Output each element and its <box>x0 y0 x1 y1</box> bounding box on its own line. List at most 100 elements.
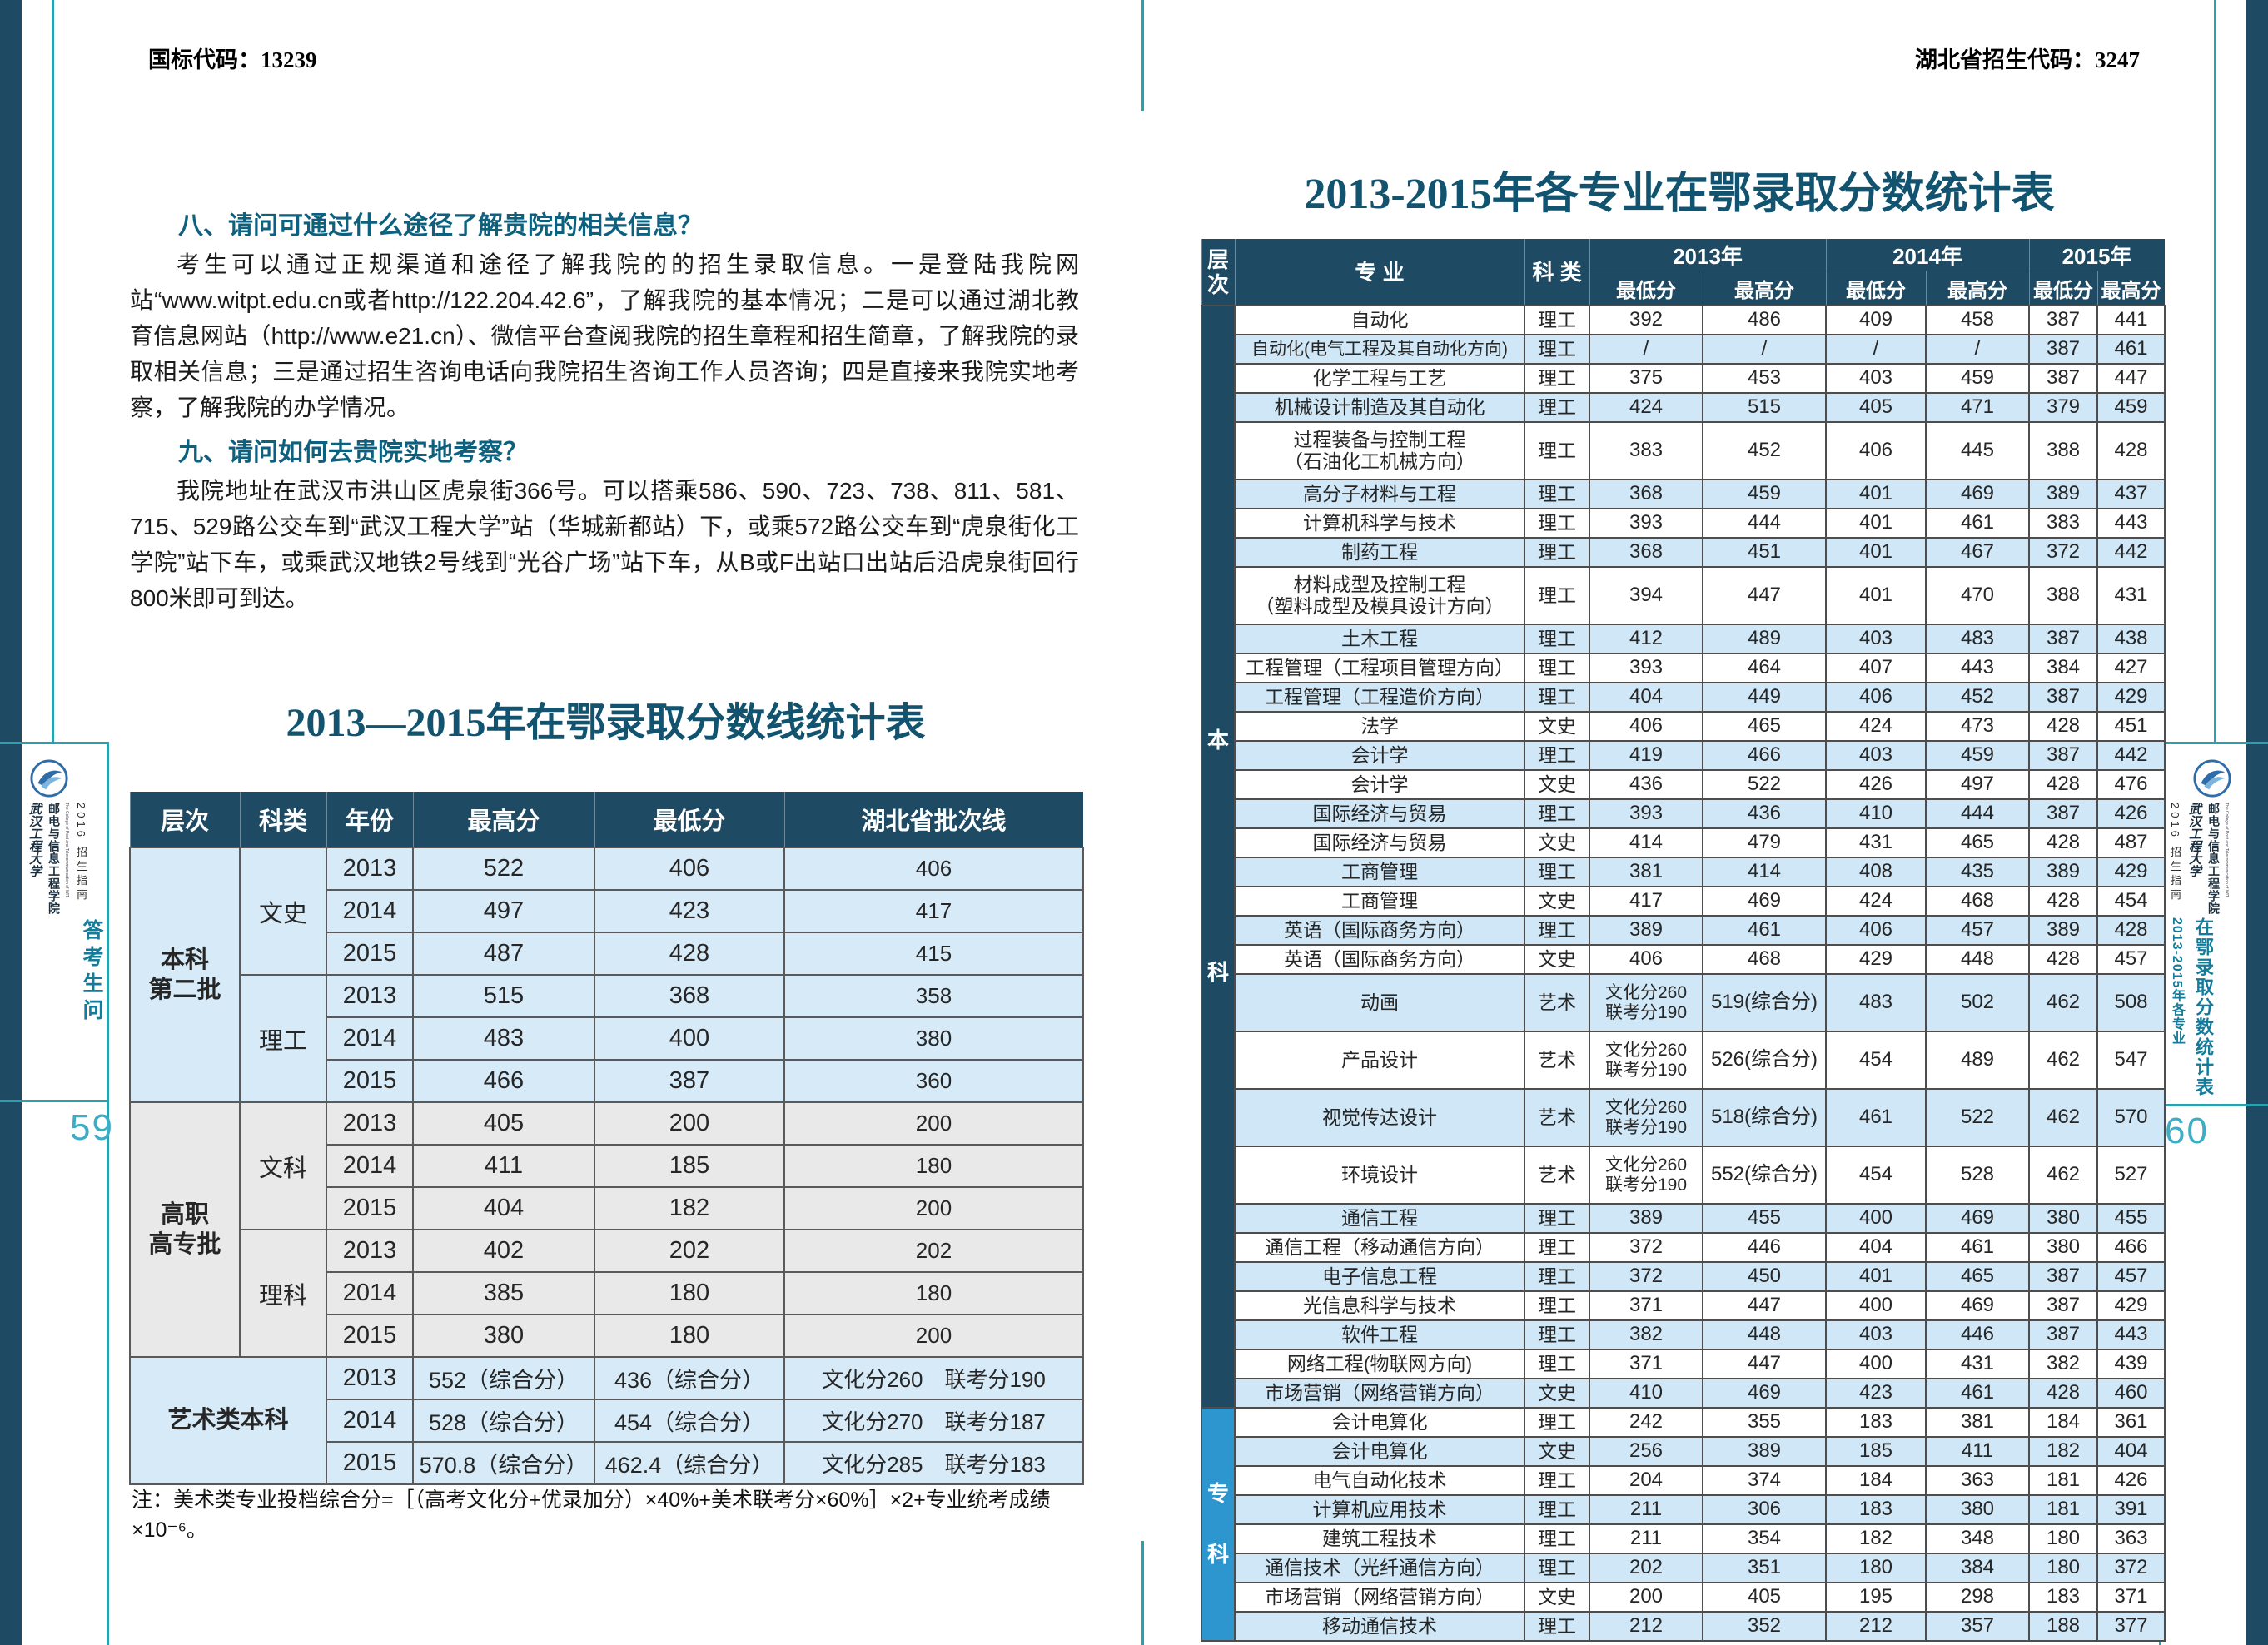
max-score-cell: 497 <box>412 889 595 933</box>
subject-type-cell: 理工 <box>1524 682 1590 713</box>
batch-line-cell: 406 <box>783 847 1084 891</box>
table-head: 层次 科类 年份 最高分 最低分 湖北省批次线 <box>129 791 1084 848</box>
max-score-cell: 448 <box>1702 1319 1827 1350</box>
major-cell: 会计学 <box>1234 740 1525 771</box>
min-score-cell: 204 <box>1589 1465 1703 1496</box>
max-score-cell: 518(综合分) <box>1702 1088 1827 1147</box>
margin-line <box>52 0 54 742</box>
max-score-cell: 447 <box>1702 1349 1827 1379</box>
table-row: 材料成型及控制工程 （塑料成型及模具设计方向） 理工 394 447 401 470 388 4… <box>1201 566 2166 625</box>
min-score-cell: 387 <box>2028 1290 2098 1321</box>
min-score-cell: 372 <box>2028 537 2098 568</box>
min-score-cell: 182 <box>2028 1436 2098 1467</box>
score-subheader: 最低分 <box>2028 271 2098 306</box>
year-cell: 2013 <box>326 1101 414 1146</box>
min-score-cell: 401 <box>1825 508 1927 539</box>
table-row: 通信工程（移动通信方向） 理工 372 446 404 461 380 466 <box>1201 1232 2166 1263</box>
max-score-cell: 473 <box>1925 711 2030 742</box>
max-score-cell: 467 <box>1925 537 2030 568</box>
table-body: 本科 第二批 文史 2013 522 406 406 2014 497 423 417 2015 487… <box>129 847 1084 1485</box>
min-score-cell: 387 <box>2028 363 2098 394</box>
major-cell: 通信技术（光纤通信方向） <box>1234 1553 1525 1583</box>
min-score-cell: 183 <box>1825 1407 1927 1438</box>
margin-line <box>0 1100 109 1102</box>
max-score-cell: 479 <box>1702 827 1827 858</box>
right-table-title: 2013-2015年各专业在鄂录取分数统计表 <box>1304 171 2055 218</box>
max-score-cell: / <box>1925 334 2030 365</box>
subject-type-cell: 理工 <box>1524 1407 1590 1438</box>
table-row: 法学 文史 406 465 424 473 428 451 <box>1201 711 2166 742</box>
subject-type-cell: 艺术 <box>1524 1088 1590 1147</box>
year-group-header: 2013年 <box>1589 238 1827 271</box>
major-cell: 制药工程 <box>1234 537 1525 568</box>
min-score-cell: 211 <box>1589 1494 1703 1525</box>
min-score-cell: 428 <box>2028 711 2098 742</box>
max-score-cell: 459 <box>1702 479 1827 509</box>
min-score-cell: 195 <box>1825 1582 1927 1613</box>
max-score-cell: 519(综合分) <box>1702 973 1827 1032</box>
subject-type-cell: 理工 <box>1524 857 1590 887</box>
batch-line-cell: 380 <box>783 1016 1084 1061</box>
min-score-cell: 182 <box>594 1186 785 1230</box>
min-score-cell: 436（综合分） <box>594 1356 785 1400</box>
question-9-heading: 九、请问如何去贵院实地考察？ <box>178 439 528 466</box>
table-row: 英语（国际商务方向） 文史 406 468 429 448 428 457 <box>1201 944 2166 975</box>
min-score-cell: 393 <box>1589 508 1703 539</box>
subject-type-cell: 理工 <box>1524 1523 1590 1554</box>
max-score-cell: 444 <box>1702 508 1827 539</box>
max-score-cell: 452 <box>1925 682 2030 713</box>
min-score-cell: 200 <box>1589 1582 1703 1613</box>
max-score-cell: 466 <box>2096 1232 2166 1263</box>
min-score-cell: 462 <box>2028 973 2098 1032</box>
subject-type-cell: 理工 <box>1524 1203 1590 1234</box>
table-row: 工商管理 文史 417 469 424 468 428 454 <box>1201 886 2166 917</box>
table-row: 2015 570.8（综合分） 462.4（综合分） 文化分285 联考分183 <box>130 1441 1084 1485</box>
subject-type-cell: 理工 <box>1524 1553 1590 1583</box>
subject-type-cell: 文科 <box>239 1101 327 1230</box>
max-score-cell: 469 <box>1925 1290 2030 1321</box>
max-score-cell: 465 <box>1925 827 2030 858</box>
table-row: 产品设计 艺术 文化分260 联考分190 526(综合分) 454 489 462 547 <box>1201 1031 2166 1090</box>
score-subheader: 最高分 <box>1702 271 1827 306</box>
min-score-cell: 400 <box>1825 1203 1927 1234</box>
major-cell: 光信息科学与技术 <box>1234 1290 1525 1321</box>
min-score-cell: 406 <box>1589 944 1703 975</box>
subject-type-cell: 理工 <box>1524 508 1590 539</box>
table-row: 会计电算化 文史 256 389 185 411 182 404 <box>1201 1436 2166 1467</box>
max-score-cell: 461 <box>2096 334 2166 365</box>
major-cell: 网络工程(物联网方向) <box>1234 1349 1525 1379</box>
question-8-heading: 八、请问可通过什么途径了解贵院的相关信息？ <box>178 212 703 240</box>
subject-type-cell: 理工 <box>1524 479 1590 509</box>
min-score-cell: 183 <box>2028 1582 2098 1613</box>
score-subheader: 最低分 <box>1589 271 1703 306</box>
batch-line-cell: 200 <box>783 1186 1084 1230</box>
major-cell: 过程装备与控制工程 （石油化工机械方向） <box>1234 421 1525 480</box>
min-score-cell: 389 <box>1589 915 1703 946</box>
max-score-cell: 483 <box>1925 624 2030 654</box>
min-score-cell: 文化分260 联考分190 <box>1589 1146 1703 1205</box>
max-score-cell: 527 <box>2096 1146 2166 1205</box>
table-row: 2015 466 387 360 <box>130 1059 1084 1103</box>
max-score-cell: 380 <box>412 1314 595 1358</box>
min-score-cell: 368 <box>1589 537 1703 568</box>
year-cell: 2013 <box>326 1229 414 1273</box>
max-score-cell: 411 <box>412 1144 595 1188</box>
level-char: 专 <box>1206 1480 1229 1506</box>
min-score-cell: 462 <box>2028 1031 2098 1090</box>
min-score-cell: 403 <box>1825 363 1927 394</box>
year-cell: 2014 <box>326 1271 414 1315</box>
min-score-cell: 212 <box>1825 1611 1927 1642</box>
max-score-cell: 528（综合分） <box>412 1399 595 1443</box>
subject-type-cell: 理工 <box>1524 1465 1590 1496</box>
major-cell: 英语（国际商务方向） <box>1234 944 1525 975</box>
min-score-cell: 454（综合分） <box>594 1399 785 1443</box>
header-row: 层次 科类 年份 最高分 最低分 湖北省批次线 <box>129 791 1084 848</box>
table-row: 2014 528（综合分） 454（综合分） 文化分270 联考分187 <box>130 1399 1084 1443</box>
min-score-cell: 383 <box>2028 508 2098 539</box>
min-score-cell: 393 <box>1589 653 1703 683</box>
max-score-cell: 450 <box>1702 1261 1827 1292</box>
batch-line-cell: 360 <box>783 1059 1084 1103</box>
max-score-cell: 461 <box>1702 915 1827 946</box>
table-row: 工程管理（工程项目管理方向） 理工 393 464 407 443 384 427 <box>1201 653 2166 683</box>
min-score-cell: 406 <box>1825 682 1927 713</box>
